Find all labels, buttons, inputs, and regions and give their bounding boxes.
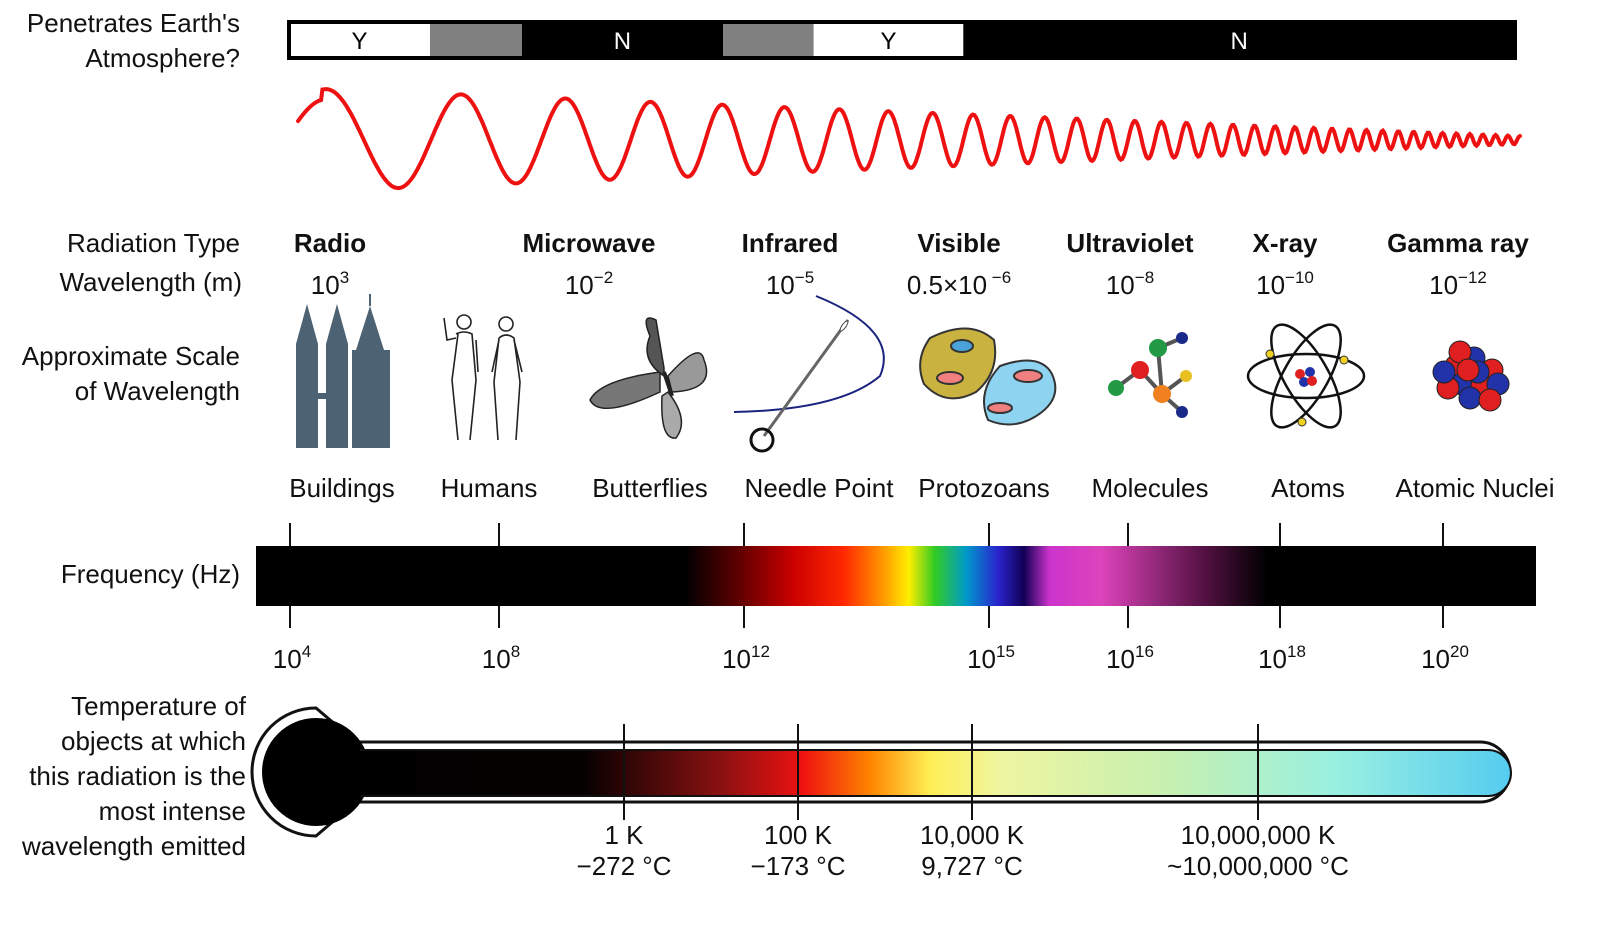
frequency-value: 1020 [1421,642,1469,674]
radiation-wavelength: 10−12 [1429,268,1487,300]
scale-label: Buildings [289,473,395,503]
atmosphere-segment-label: N [1230,28,1247,55]
scale-label: Needle Point [744,473,894,503]
radiation-name: Radio [293,228,367,258]
frequency-value: 108 [481,642,521,674]
atmosphere-segment-label: Y [881,28,897,55]
scale-label: Protozoans [918,473,1050,503]
wavelength-label: Wavelength (m) [59,267,242,297]
radiation-name: Visible [917,228,1001,258]
atmosphere-segment [723,22,814,58]
frequency-bar [256,546,1536,606]
radiation-wavelength: 10−10 [1256,268,1314,300]
electromagnetic-wave [296,87,1522,191]
scale-label: Atoms [1271,473,1345,503]
radiation-wavelength: 103 [310,268,350,300]
atom-icon [1246,323,1366,429]
atmosphere-segment [963,22,1515,58]
nucleus-icon [1432,340,1510,412]
atmosphere-segment [289,22,430,58]
temperature-label: Temperature of objects at which this rad… [21,691,246,861]
frequency-ticks [289,523,1444,628]
frequency-value: 104 [272,642,312,674]
butterfly-icon [589,317,708,439]
frequency-value: 1016 [1106,642,1154,674]
scale-label: Butterflies [592,473,708,503]
atmosphere-label: Penetrates Earth's Atmosphere? [26,8,240,73]
radiation-name: X-ray [1252,228,1318,258]
temperature-ticks [623,724,1259,820]
frequency-value: 1012 [722,642,770,674]
atmosphere-segment [521,22,724,58]
radiation-name: Infrared [741,228,839,258]
atmosphere-segment [813,22,964,58]
buildings-icon [296,294,390,448]
radiation-wavelength: 0.5×10 −6 [906,268,1012,300]
temperature-value: 1 K −272 °C [576,820,672,881]
frequency-value: 1015 [967,642,1015,674]
needle-icon [733,295,885,453]
scale-label: Molecules [1091,473,1209,503]
radiation-wavelength: 10−8 [1105,268,1155,300]
atmosphere-segment [429,22,522,58]
scale-label: Atomic Nuclei [1395,473,1555,503]
frequency-label: Frequency (Hz) [60,559,240,589]
temperature-value: 100 K −173 °C [750,820,846,881]
temperature-value: 10,000,000 K ~10,000,000 °C [1167,820,1349,881]
temperature-value: 10,000 K 9,727 °C [919,820,1025,881]
radiation-type-label: Radiation Type [67,228,240,258]
thermometer [250,706,1512,838]
scale-label: Humans [440,473,538,503]
radiation-wavelength: 10−2 [564,268,614,300]
radiation-name: Ultraviolet [1066,228,1194,258]
radiation-wavelength: 10−5 [765,268,815,300]
scale-label: Approximate Scale of Wavelength [21,341,240,406]
radiation-name: Gamma ray [1387,228,1529,258]
frequency-value: 1018 [1258,642,1306,674]
radiation-name: Microwave [522,228,656,258]
molecule-icon [1108,332,1192,418]
humans-icon [443,314,523,441]
atmosphere-segment-label: N [614,28,631,55]
protozoan-icon [919,327,1057,426]
atmosphere-segment-label: Y [351,28,367,55]
